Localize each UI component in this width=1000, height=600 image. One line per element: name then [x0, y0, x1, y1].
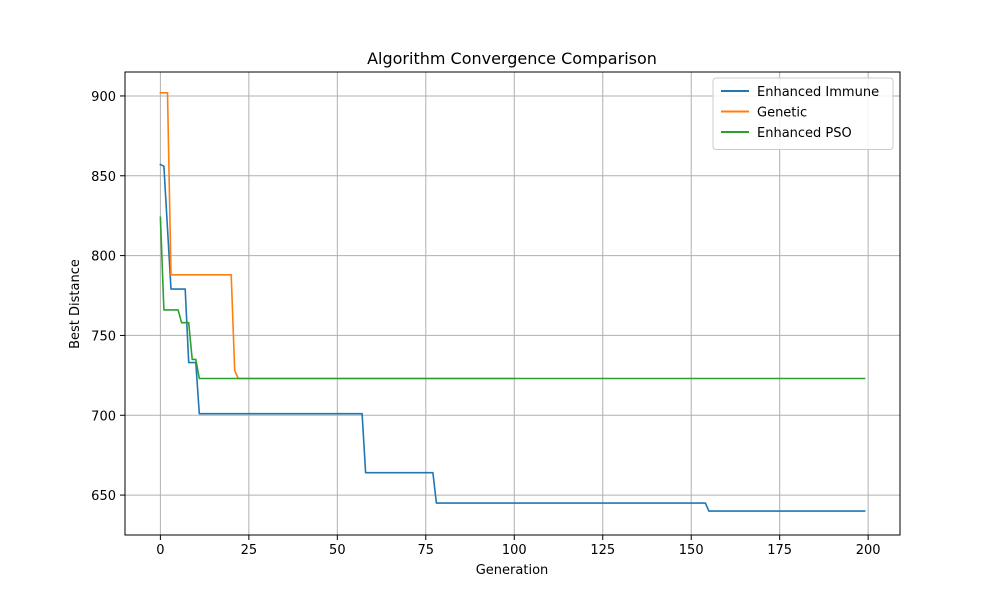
- legend-label: Enhanced PSO: [757, 126, 852, 141]
- y-tick-label: 750: [91, 329, 116, 344]
- x-tick-label: 150: [679, 543, 704, 558]
- chart-title: Algorithm Convergence Comparison: [367, 49, 657, 68]
- x-tick-label: 25: [241, 543, 258, 558]
- x-tick-label: 0: [156, 543, 164, 558]
- legend-label: Enhanced Immune: [757, 85, 879, 100]
- legend: Enhanced Immune Genetic Enhanced PSO: [712, 77, 894, 150]
- plot-frame: [124, 71, 901, 536]
- legend-label: Genetic: [757, 106, 807, 121]
- y-tick-label: 800: [91, 250, 116, 265]
- x-tick-label: 50: [329, 543, 346, 558]
- y-tick-label: 850: [91, 170, 116, 185]
- x-tick-label: 175: [767, 543, 792, 558]
- y-tick-label: 700: [91, 409, 116, 424]
- x-tick-label: 125: [590, 543, 615, 558]
- series-line-enhanced-pso: [159, 216, 866, 380]
- x-tick-label: 75: [418, 543, 435, 558]
- y-tick-label: 900: [91, 90, 116, 105]
- series-layer: [159, 92, 866, 512]
- axis-ticks: 0 25 50 75 100 125 150 175 200 650 700 750 800 850 900: [91, 90, 880, 558]
- x-tick-label: 200: [856, 543, 881, 558]
- y-tick-label: 650: [91, 489, 116, 504]
- x-axis-label: Generation: [476, 563, 549, 578]
- y-axis-label: Best Distance: [68, 259, 83, 349]
- x-tick-label: 100: [502, 543, 527, 558]
- series-line-enhanced-immune: [159, 163, 866, 512]
- legend-box: [712, 77, 894, 150]
